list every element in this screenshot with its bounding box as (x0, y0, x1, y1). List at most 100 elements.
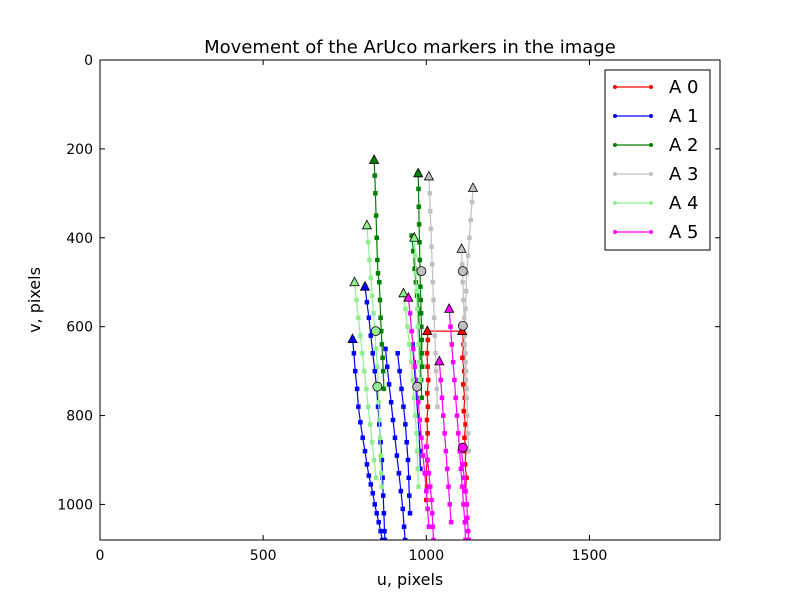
series-a5-point (461, 475, 467, 481)
series-a4-point (414, 306, 420, 312)
series-a5-start-triangle (403, 291, 414, 302)
legend-entry-a1-swatch-dot (613, 114, 617, 118)
series-a2-point (374, 235, 379, 241)
y-tick-label: 600 (66, 320, 93, 336)
series-a3-point (465, 253, 471, 258)
series-a2-point (377, 279, 382, 285)
series-a2-point (418, 297, 424, 303)
series-a1-point (386, 382, 392, 387)
series-a5-point (438, 377, 443, 383)
y-tick-label: 0 (84, 53, 93, 69)
series-a4-point (407, 342, 412, 347)
series-a5-point (463, 488, 468, 494)
series-a0-point (425, 337, 431, 343)
series-a1-point (398, 488, 404, 494)
series-a4-point (410, 377, 415, 383)
series-a3-point (427, 191, 432, 196)
series-a3-point (429, 262, 435, 267)
series-a1-point (402, 537, 408, 540)
legend-entry-a3-swatch-dot (613, 172, 617, 176)
series-a4-point (369, 439, 375, 445)
series-a5-point (441, 413, 446, 418)
series-layer (347, 154, 479, 540)
series-a4-point (379, 471, 384, 476)
series-a1-point (381, 511, 387, 516)
x-axis-label: u, pixels (377, 570, 444, 589)
series-a3-point (460, 279, 466, 285)
series-a1-point (390, 417, 396, 423)
series-a5-point (409, 328, 414, 334)
series-a4-point (360, 351, 365, 356)
y-tick-label: 200 (66, 142, 93, 158)
series-a1-line (384, 348, 406, 540)
series-a1-point (406, 475, 411, 481)
series-a4-point (373, 475, 379, 481)
series-a5-point (448, 519, 454, 525)
x-tick-label: 1500 (572, 548, 608, 564)
series-a2-point (377, 297, 383, 303)
series-a5-point (449, 342, 455, 347)
legend-entry-a3-label: A 3 (669, 164, 699, 185)
series-a4-point (371, 311, 376, 316)
series-a4-point (377, 435, 383, 441)
series-a3-point (466, 448, 471, 454)
series-a4-line (353, 282, 377, 478)
series-a4-point (376, 399, 381, 405)
y-axis-ticks: 0 200 400 600 800 1000 (57, 53, 720, 513)
series-a4-point (411, 395, 417, 401)
series-a4-point (365, 404, 371, 409)
series-a3-start-circle (457, 320, 468, 331)
series-a4-start-triangle (361, 219, 373, 230)
series-a3-point (431, 297, 436, 303)
series-a0-point (424, 351, 430, 356)
legend-entry-a4-swatch-dot (613, 201, 617, 205)
series-a3-point (461, 315, 467, 321)
legend-entry-a0-swatch-dot (649, 85, 653, 89)
series-a5-point (415, 399, 421, 405)
series-a1-point (360, 435, 365, 441)
series-a0-point (425, 431, 430, 436)
series-a5-point (450, 359, 456, 365)
series-a4-point (365, 239, 371, 245)
series-a1-point (376, 519, 381, 525)
series-a4-start-triangle (409, 231, 420, 242)
series-a3-point (428, 226, 434, 232)
series-a5-point (446, 484, 451, 489)
x-tick-label: 0 (96, 548, 105, 564)
series-a5-point (422, 471, 427, 476)
series-a2-point (419, 337, 424, 343)
series-a4-start-markers (349, 219, 420, 392)
series-a0-point (462, 435, 467, 441)
series-a3-start-markers (412, 170, 479, 392)
series-a4-start-circle (372, 381, 383, 392)
series-a1-point (407, 493, 412, 498)
series-a4-point (368, 275, 374, 281)
series-a5-start-circle (457, 442, 468, 453)
series-a3-start-circle (412, 381, 423, 392)
series-a4-start-circle (370, 326, 381, 337)
x-tick-label: 1000 (408, 548, 444, 564)
series-a1-start-triangle (347, 333, 358, 344)
series-a1-point (380, 537, 385, 540)
series-a5-point (466, 537, 471, 540)
series-a5-line (448, 308, 467, 540)
series-a1-point (400, 506, 406, 512)
legend-entry-a4-label: A 4 (669, 193, 699, 214)
series-a4-point (356, 315, 361, 321)
series-a5-point (456, 431, 461, 436)
legend-entry-a3-swatch-dot (649, 172, 653, 176)
series-a2-start-triangle (412, 167, 424, 178)
series-a1-point (404, 439, 409, 445)
series-a5-point (426, 524, 432, 529)
legend-entry-a1-swatch-dot (649, 114, 653, 118)
series-a2-point (379, 342, 385, 347)
series-a3-point (433, 351, 438, 356)
series-a3-point (435, 404, 440, 409)
series-a2-point (417, 239, 422, 245)
series-a0-start-triangle (422, 325, 433, 336)
series-a1-point (368, 482, 374, 487)
series-a3-start-triangle (456, 243, 467, 253)
series-a5-point (419, 435, 424, 441)
series-a2-point (375, 271, 381, 276)
series-a1-point (372, 502, 378, 507)
